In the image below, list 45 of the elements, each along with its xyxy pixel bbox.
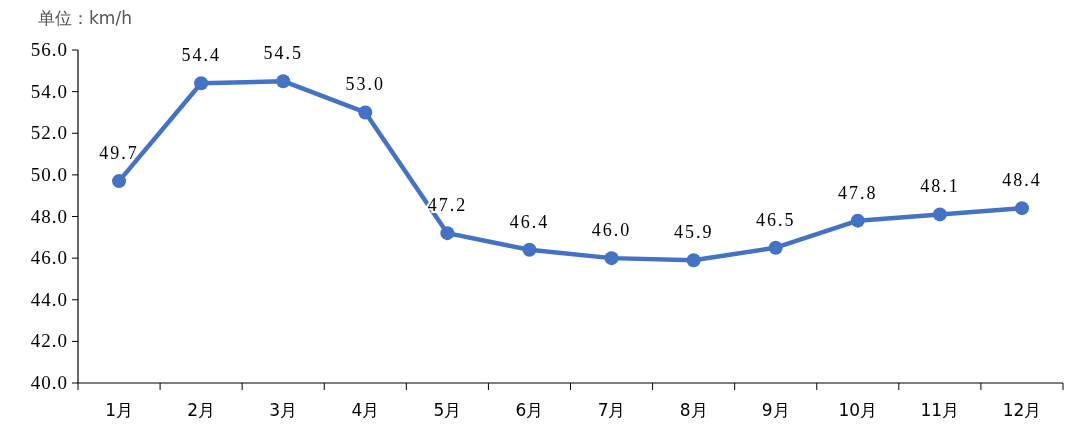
data-label: 48.4 <box>1002 170 1042 191</box>
data-label: 46.0 <box>591 220 632 241</box>
point <box>194 76 209 91</box>
point <box>276 74 291 89</box>
point <box>604 251 619 266</box>
x-tick-label: 12月 <box>1002 400 1042 420</box>
data-label: 53.0 <box>345 74 386 95</box>
x-tick-label: 8月 <box>679 400 708 420</box>
x-tick-label: 7月 <box>597 400 626 420</box>
x-tick-label: 10月 <box>838 400 878 420</box>
x-tick-label: 4月 <box>351 400 380 420</box>
point <box>440 226 455 241</box>
x-tick-label: 5月 <box>433 400 462 420</box>
data-label: 46.5 <box>755 209 796 230</box>
y-tick-label: 54.0 <box>30 80 68 102</box>
y-tick-label: 50.0 <box>30 163 68 185</box>
y-tick-label: 56.0 <box>30 39 68 60</box>
data-label: 48.1 <box>920 176 960 197</box>
point <box>522 242 537 257</box>
data-label: 45.9 <box>673 222 714 243</box>
y-tick-label: 40.0 <box>30 372 68 393</box>
y-tick-label: 44.0 <box>30 288 68 310</box>
point <box>932 207 947 222</box>
y-tick-label: 52.0 <box>30 122 68 144</box>
data-label: 54.5 <box>263 43 303 64</box>
y-tick-label: 42.0 <box>30 330 68 352</box>
point <box>112 174 127 189</box>
x-tick-label: 2月 <box>187 400 216 420</box>
y-tick-label: 46.0 <box>30 247 68 269</box>
point <box>1014 201 1029 216</box>
x-tick-label: 1月 <box>105 400 133 420</box>
data-label: 54.4 <box>181 45 221 66</box>
y-tick-label: 48.0 <box>30 205 68 227</box>
point <box>686 253 701 268</box>
y-axis-title: 单位：km/h <box>38 8 132 28</box>
data-label: 49.7 <box>99 143 139 164</box>
data-label: 46.4 <box>509 211 550 232</box>
x-tick-label: 9月 <box>761 400 790 420</box>
x-tick-label: 11月 <box>920 400 960 420</box>
point <box>850 213 865 228</box>
x-tick-label: 3月 <box>269 400 298 420</box>
point <box>358 105 373 120</box>
data-label: 47.8 <box>838 182 878 203</box>
point <box>768 240 783 255</box>
x-tick-label: 6月 <box>515 400 544 420</box>
